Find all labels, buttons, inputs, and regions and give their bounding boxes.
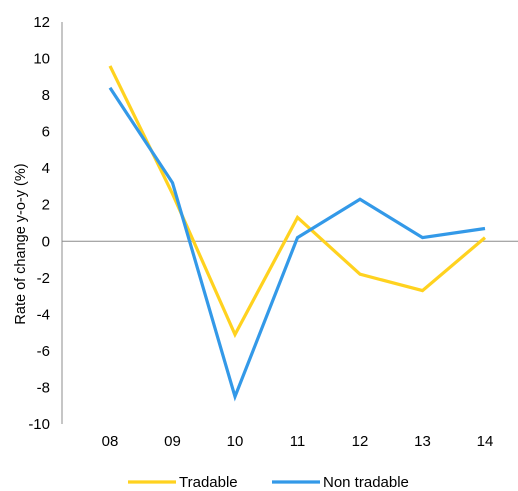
y-tick-label: 6	[42, 124, 50, 141]
y-tick-label: -10	[28, 416, 50, 433]
y-tick-label: 2	[42, 197, 50, 214]
x-tick-label: 10	[227, 433, 244, 450]
y-tick-label: -8	[37, 379, 50, 396]
y-tick-label: 0	[42, 233, 50, 250]
ticks-layer: 12 10 8 6 4 2 0 -2 -4 -6 -8 -10 08 09 10 11 12 13 14	[28, 14, 493, 450]
axes	[61, 22, 518, 424]
x-tick-label: 12	[352, 433, 369, 450]
y-tick-label: 12	[33, 14, 50, 31]
x-tick-label: 14	[477, 433, 494, 450]
x-tick-label: 09	[164, 433, 181, 450]
series-layer	[108, 65, 487, 402]
y-tick-label: 4	[42, 160, 50, 177]
y-axis-title: Rate of change y-o-y (%)	[13, 163, 29, 324]
x-tick-label: 11	[290, 433, 306, 450]
legend-label: Non tradable	[323, 474, 409, 491]
x-tick-label: 08	[102, 433, 119, 450]
series-line-non-tradable	[108, 86, 486, 402]
y-tick-label: -4	[37, 306, 50, 323]
y-tick-label: -6	[37, 343, 50, 360]
y-tick-label: 8	[42, 87, 50, 104]
legend: Tradable Non tradable	[128, 474, 409, 491]
x-tick-label: 13	[414, 433, 431, 450]
y-tick-label: 10	[33, 51, 50, 68]
series-line-tradable	[108, 65, 487, 339]
legend-label: Tradable	[179, 474, 238, 491]
y-tick-label: -2	[37, 270, 50, 287]
